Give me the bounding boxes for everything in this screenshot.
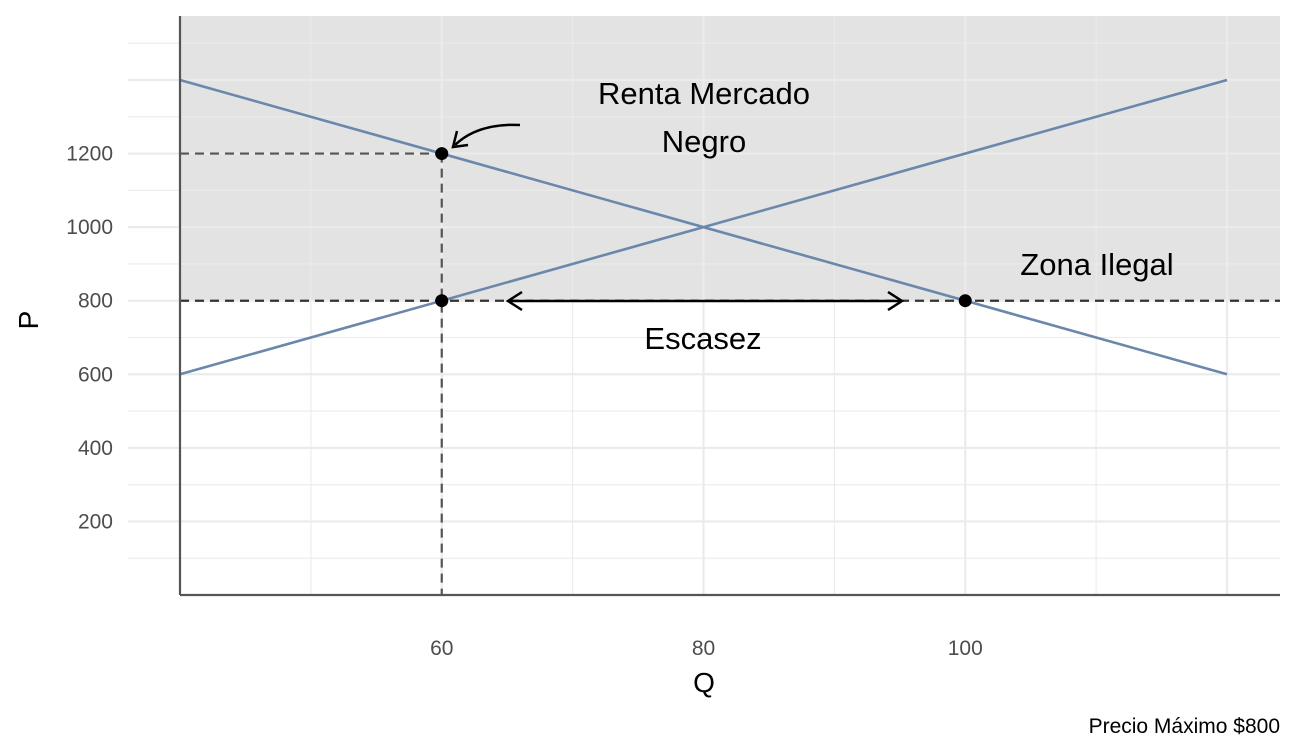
y-tick-label: 1200: [66, 143, 113, 166]
y-tick-label: 1000: [66, 216, 113, 239]
y-axis-title: P: [13, 311, 44, 330]
data-point: [435, 294, 449, 308]
x-axis-title: Q: [693, 667, 715, 698]
escasez-label: Escasez: [644, 321, 761, 356]
y-tick-label: 600: [78, 363, 113, 386]
x-tick-label: 60: [430, 637, 453, 660]
scarcity-arrow-left-head: [505, 290, 523, 312]
x-tick-label: 100: [948, 637, 983, 660]
zona-ilegal-label: Zona Ilegal: [1020, 247, 1173, 282]
y-tick-label: 200: [78, 510, 113, 533]
y-tick-label: 400: [78, 437, 113, 460]
y-tick-label: 800: [78, 290, 113, 313]
chart-caption: Precio Máximo $800: [1089, 715, 1280, 738]
scarcity-arrow-right-head: [887, 290, 905, 312]
rent-curved-arrow-head: [451, 130, 469, 149]
renta-mercado-label-line2: Negro: [662, 124, 746, 159]
supply-line: [179, 78, 1228, 376]
renta-mercado-label-line1: Renta Mercado: [598, 76, 810, 111]
data-point: [435, 147, 449, 161]
x-tick-label: 80: [692, 637, 715, 660]
rent-curved-arrow: [454, 123, 521, 146]
data-point: [958, 294, 972, 308]
